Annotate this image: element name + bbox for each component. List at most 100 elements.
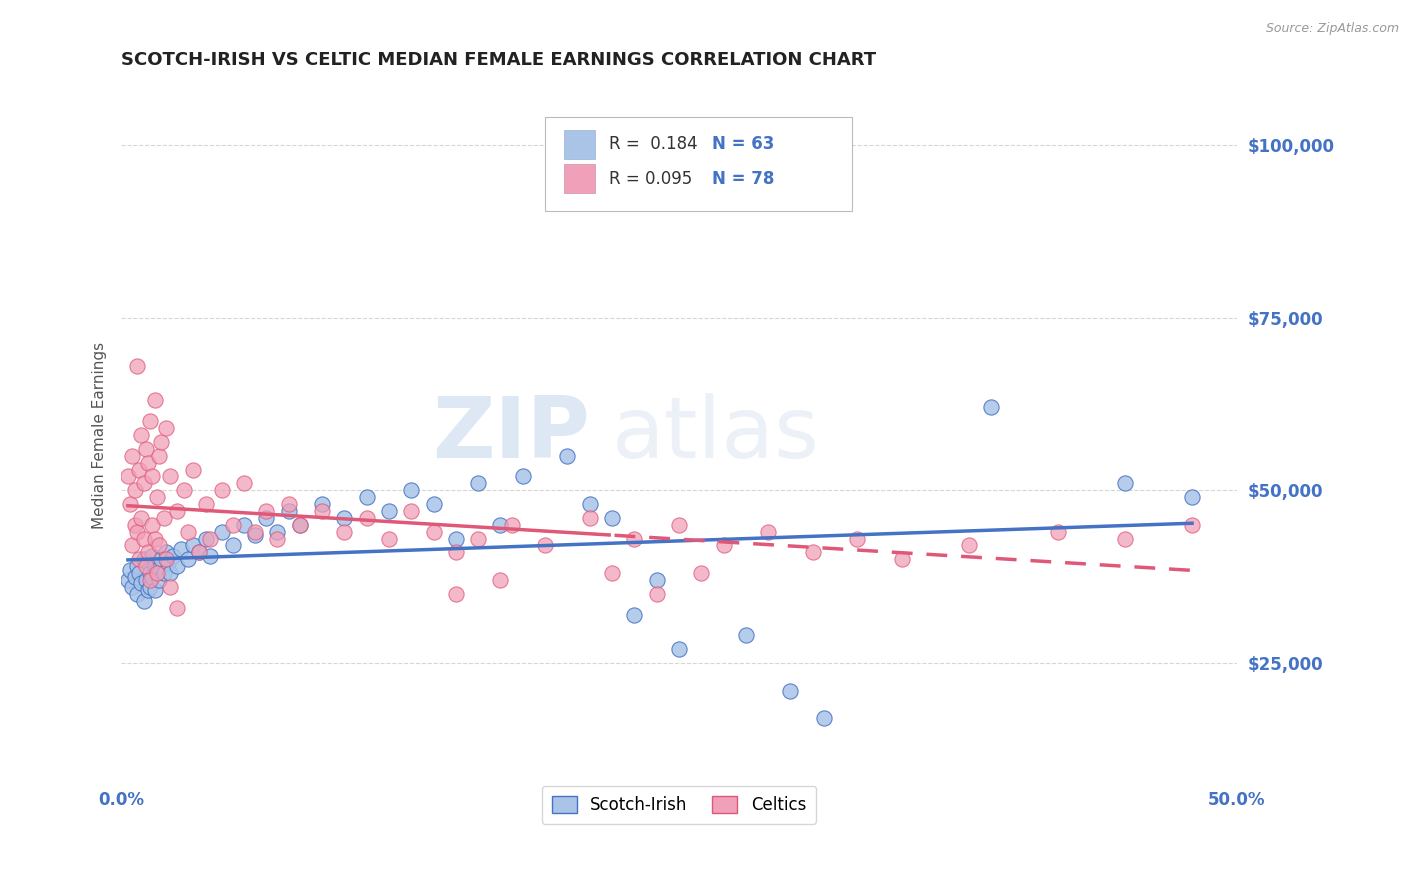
Point [222,539,245,553]
Point [211,483,233,498]
Point [120,497,142,511]
Text: ZIP: ZIP [432,393,589,476]
Point [779,683,801,698]
Point [162,549,184,563]
Point [578,497,600,511]
Point [125,359,148,373]
Point [155,421,177,435]
Text: N = 78: N = 78 [713,169,775,188]
Point [148,449,170,463]
Point [148,573,170,587]
Point [128,566,150,581]
Point [177,524,200,539]
Point [124,483,146,498]
Point [557,449,579,463]
Point [645,573,668,587]
Point [125,559,148,574]
Point [378,532,401,546]
Text: SCOTCH-IRISH VS CELTIC MEDIAN FEMALE EARNINGS CORRELATION CHART: SCOTCH-IRISH VS CELTIC MEDIAN FEMALE EAR… [121,51,876,69]
Point [277,497,299,511]
Point [489,573,512,587]
Point [1047,524,1070,539]
Point [467,476,489,491]
Point [288,517,311,532]
Legend: Scotch-Irish, Celtics: Scotch-Irish, Celtics [541,786,815,824]
Point [813,711,835,725]
Text: R = 0.095: R = 0.095 [609,169,692,188]
Point [801,545,824,559]
Point [333,524,356,539]
Point [980,401,1002,415]
Point [311,504,333,518]
Point [125,524,148,539]
Text: R =  0.184: R = 0.184 [609,136,697,153]
Point [120,563,142,577]
Point [157,556,180,570]
Point [356,511,378,525]
Point [501,517,523,532]
Point [534,539,557,553]
Point [378,504,401,518]
Point [139,566,162,581]
Point [188,545,211,559]
FancyBboxPatch shape [546,118,852,211]
Point [232,476,254,491]
Point [734,628,756,642]
Point [600,511,623,525]
Point [117,469,139,483]
Point [155,552,177,566]
Point [891,552,914,566]
Point [132,593,155,607]
Point [141,517,163,532]
Point [181,539,204,553]
Point [135,573,157,587]
Point [713,539,735,553]
Point [143,583,166,598]
Point [489,517,512,532]
Point [129,511,152,525]
Point [150,552,173,566]
Point [150,434,173,449]
Point [232,517,254,532]
Point [166,559,188,574]
Point [125,587,148,601]
Point [121,580,143,594]
Point [266,524,288,539]
Point [124,517,146,532]
Point [124,569,146,583]
Point [690,566,713,581]
Point [148,539,170,553]
Point [444,587,467,601]
Point [135,442,157,456]
Point [136,583,159,598]
Point [141,569,163,583]
Point [444,532,467,546]
Text: atlas: atlas [612,393,820,476]
Point [444,545,467,559]
Point [139,573,162,587]
Point [333,511,356,525]
Point [173,483,195,498]
Point [254,504,277,518]
Point [356,490,378,504]
Point [139,580,162,594]
Point [422,524,444,539]
Point [266,532,288,546]
Point [578,511,600,525]
Point [195,532,218,546]
Point [243,524,266,539]
Point [128,462,150,476]
Y-axis label: Median Female Earnings: Median Female Earnings [93,342,107,529]
Point [121,449,143,463]
Point [200,549,222,563]
Point [143,559,166,574]
Point [159,469,181,483]
Point [177,552,200,566]
Point [117,573,139,587]
Point [159,566,181,581]
Point [195,497,218,511]
Point [132,532,155,546]
Point [155,545,177,559]
Point [623,607,645,622]
Point [957,539,980,553]
